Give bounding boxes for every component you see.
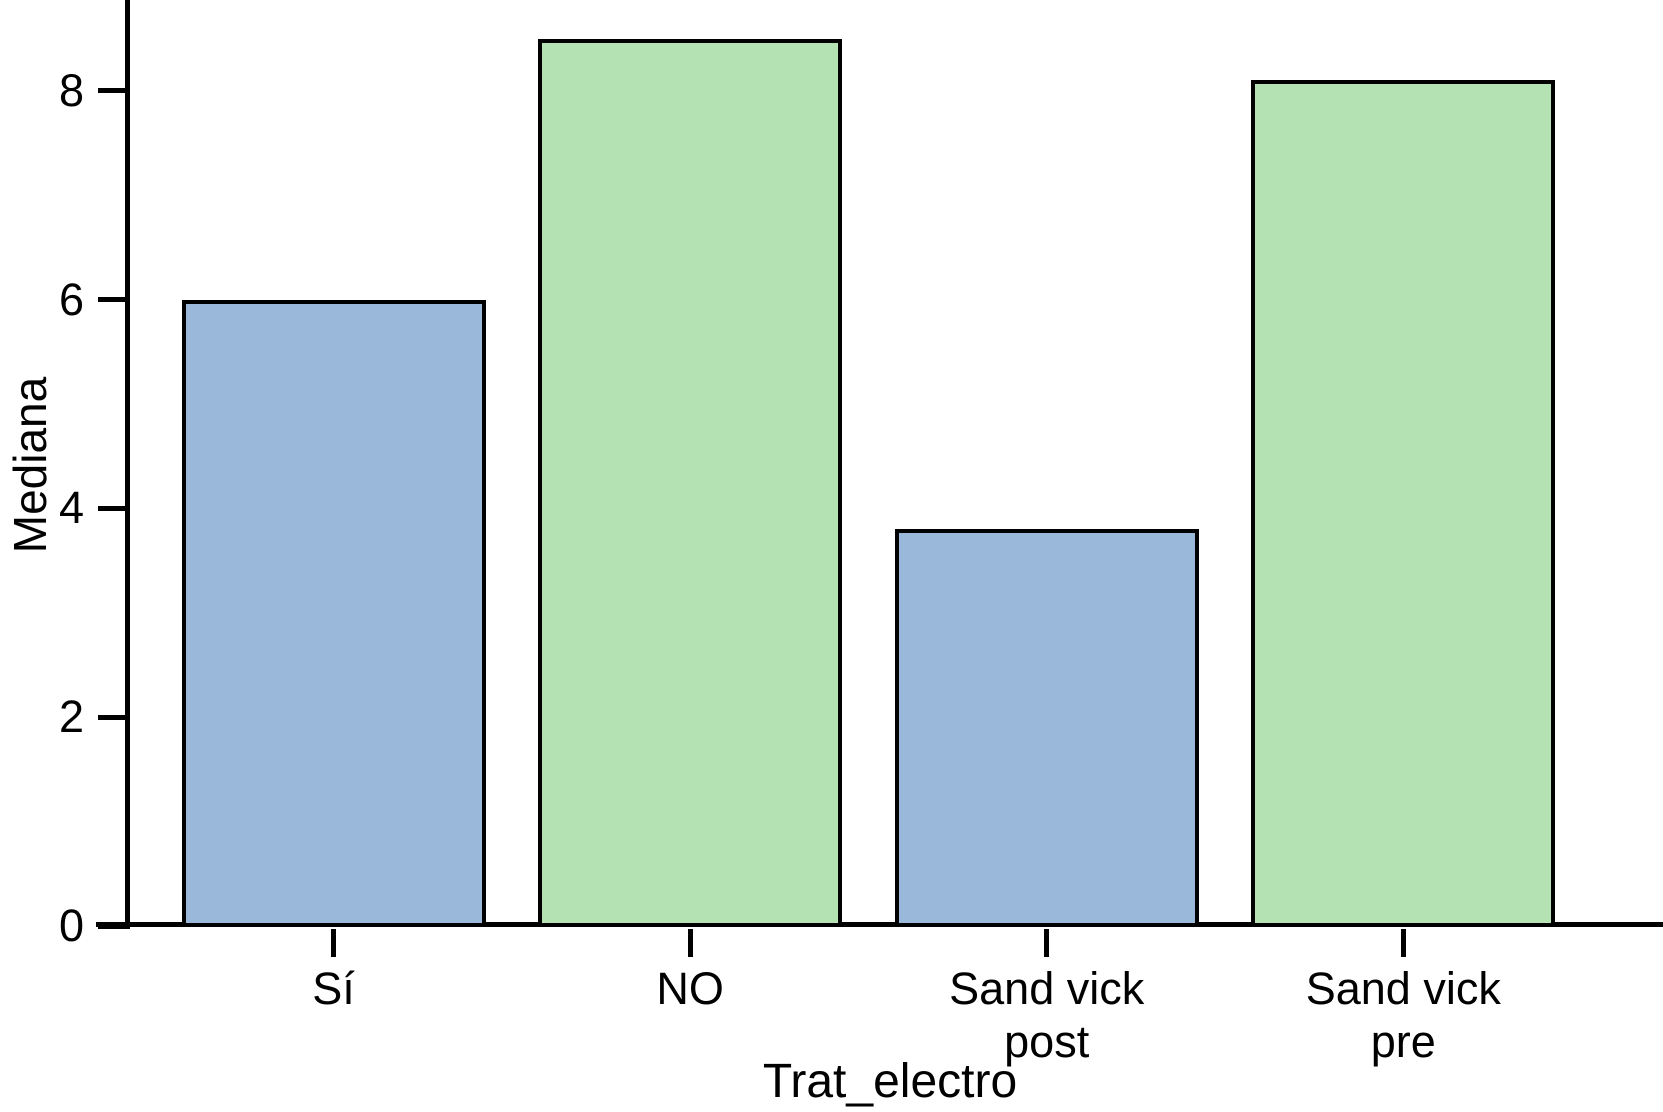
y-tick bbox=[98, 88, 128, 94]
x-tick-label: Sí bbox=[312, 963, 355, 1014]
y-tick-label: 6 bbox=[58, 273, 84, 325]
y-tick-label: 0 bbox=[58, 900, 84, 951]
x-axis-title: Trat_electro bbox=[762, 1055, 1018, 1108]
y-axis-title: Mediana bbox=[4, 376, 56, 554]
y-tick-label: 4 bbox=[58, 482, 84, 534]
x-tick bbox=[687, 929, 693, 957]
x-tick-label: Sand vick pre bbox=[1305, 963, 1501, 1067]
bar-3 bbox=[894, 529, 1199, 927]
y-tick bbox=[98, 923, 128, 929]
x-tick bbox=[1044, 929, 1050, 957]
bar-4 bbox=[1251, 80, 1556, 927]
y-tick-label: 8 bbox=[58, 64, 84, 116]
x-tick bbox=[1400, 929, 1406, 957]
y-tick bbox=[98, 505, 128, 511]
bar-1 bbox=[181, 299, 486, 927]
bar-2 bbox=[538, 38, 843, 927]
y-tick-label: 2 bbox=[58, 691, 84, 743]
x-tick-label: Sand vick post bbox=[949, 963, 1145, 1067]
y-tick bbox=[98, 714, 128, 720]
y-axis-line bbox=[125, 0, 130, 929]
x-tick bbox=[331, 929, 336, 957]
x-tick-label: NO bbox=[656, 963, 724, 1014]
x-axis-line bbox=[96, 922, 1663, 927]
y-tick bbox=[98, 297, 128, 303]
